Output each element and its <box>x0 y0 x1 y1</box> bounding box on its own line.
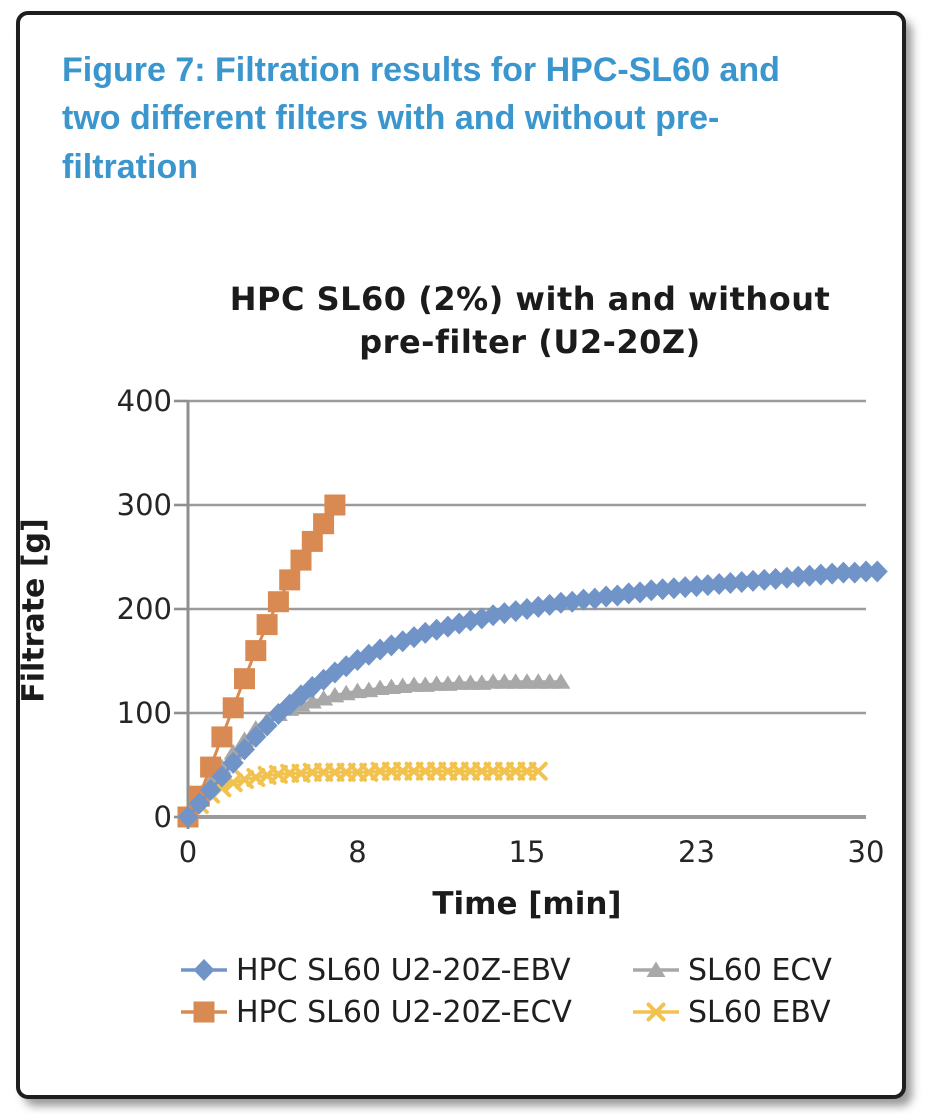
x-tick-label: 0 <box>178 835 198 869</box>
chart-title: HPC SL60 (2%) with and without pre-filte… <box>229 280 831 362</box>
diamond-marker-icon <box>181 959 227 981</box>
figure-card <box>16 11 906 1099</box>
legend-item-sl60-ebv: SL60 EBV <box>630 992 831 1032</box>
legend-label: HPC SL60 U2-20Z-EBV <box>236 952 571 988</box>
figure-caption: Figure 7: Filtration results for HPC-SL6… <box>62 51 780 186</box>
x-tick-label: 23 <box>678 835 715 869</box>
x-tick-label: 30 <box>847 835 885 869</box>
x-tick-label: 8 <box>348 835 367 869</box>
legend-label: SL60 EBV <box>688 994 831 1030</box>
legend-label: HPC SL60 U2-20Z-ECV <box>236 994 572 1030</box>
x-tick-label: 15 <box>508 835 546 869</box>
legend-item-hpc-sl60-u2-20z-ebv: HPC SL60 U2-20Z-EBV <box>178 950 571 990</box>
y-tick-label: 100 <box>116 696 172 730</box>
legend-item-hpc-sl60-u2-20z-ecv: HPC SL60 U2-20Z-ECV <box>178 992 572 1032</box>
legend-label: SL60 ECV <box>688 952 832 988</box>
y-tick-label: 300 <box>116 488 172 522</box>
x-marker-icon <box>633 1002 679 1022</box>
y-tick-label: 0 <box>153 800 172 834</box>
series-hpc-sl60-u2-20z-ebv <box>177 560 888 828</box>
x-axis-title: Time [min] <box>432 886 622 922</box>
triangle-marker-icon <box>633 961 679 977</box>
y-tick-label: 400 <box>116 384 172 418</box>
square-marker-icon <box>181 1001 227 1023</box>
series-hpc-sl60-u2-20z-ecv <box>177 494 346 828</box>
y-tick-label: 200 <box>116 592 172 626</box>
legend-item-sl60-ecv: SL60 ECV <box>630 950 832 990</box>
